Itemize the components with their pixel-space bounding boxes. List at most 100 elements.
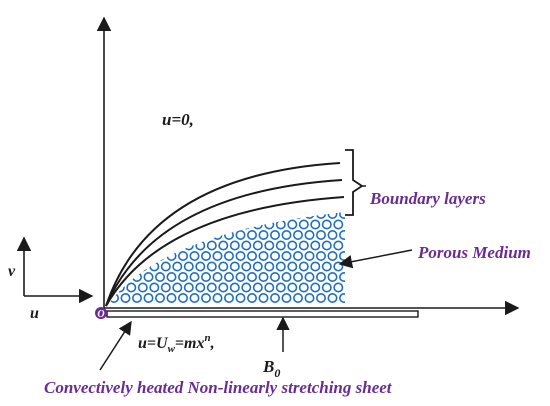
porous-particle xyxy=(269,212,280,220)
porous-particle xyxy=(252,240,263,251)
porous-particle xyxy=(195,240,206,251)
porous-particle xyxy=(229,240,240,251)
porous-particle xyxy=(258,212,269,220)
porous-particle xyxy=(235,251,246,262)
magnetic-field-base: B xyxy=(262,357,274,376)
porous-particle xyxy=(120,212,131,220)
boundary-layers-label: Boundary layers xyxy=(369,189,486,208)
porous-particle xyxy=(281,230,292,241)
porous-particle xyxy=(172,240,183,251)
porous-particle xyxy=(292,212,303,220)
u-zero-label: u=0, xyxy=(162,110,194,129)
wall-velocity-base: u=U xyxy=(138,335,169,352)
porous-particle xyxy=(189,251,200,262)
porous-particle xyxy=(172,282,183,293)
porous-particle xyxy=(183,261,194,272)
porous-particle xyxy=(155,251,166,262)
porous-particle xyxy=(315,292,326,303)
porous-particle xyxy=(149,282,160,293)
porous-particle xyxy=(275,219,286,230)
porous-particle xyxy=(155,212,166,220)
porous-particle xyxy=(109,230,120,241)
wall-velocity-label: u=Uw=mxn, xyxy=(138,332,215,355)
porous-particle xyxy=(229,282,240,293)
porous-particle xyxy=(201,292,212,303)
porous-particle xyxy=(235,271,246,282)
sheet-caption-pointer xyxy=(99,320,132,371)
origin-dot-icon xyxy=(95,307,107,319)
porous-medium-label: Porous Medium xyxy=(417,243,531,262)
porous-particle xyxy=(218,240,229,251)
porous-particle xyxy=(258,230,269,241)
porous-particle xyxy=(247,251,258,262)
porous-particle xyxy=(315,212,326,220)
porous-particle xyxy=(327,212,338,220)
boundary-layer-curve-middle xyxy=(105,179,343,307)
porous-particle xyxy=(195,261,206,272)
porous-particle xyxy=(269,251,280,262)
porous-particle xyxy=(166,271,177,282)
porous-particle xyxy=(333,240,344,251)
sheet-caption: Convectively heated Non-linearly stretch… xyxy=(44,378,393,397)
porous-particle xyxy=(338,230,345,241)
porous-particle xyxy=(315,251,326,262)
porous-particle xyxy=(327,251,338,262)
porous-particle xyxy=(189,292,200,303)
boundary-layer-curve-inner xyxy=(105,196,345,307)
porous-particle xyxy=(212,251,223,262)
porous-particle xyxy=(315,230,326,241)
porous-particle xyxy=(132,230,143,241)
porous-particle xyxy=(178,271,189,282)
porous-particle xyxy=(275,240,286,251)
porous-particle xyxy=(247,230,258,241)
porous-particle xyxy=(143,292,154,303)
porous-particle xyxy=(235,292,246,303)
v-axis-label: v xyxy=(8,263,16,280)
porous-particle xyxy=(304,271,315,282)
porous-particle xyxy=(298,219,309,230)
porous-particle xyxy=(160,261,171,272)
magnetic-field-sub: 0 xyxy=(274,366,280,380)
porous-particle xyxy=(264,261,275,272)
porous-particle xyxy=(155,271,166,282)
porous-particle xyxy=(114,219,125,230)
porous-particle xyxy=(264,240,275,251)
porous-particle xyxy=(281,212,292,220)
porous-particle xyxy=(287,240,298,251)
wall-velocity-mid: =mx xyxy=(175,335,205,352)
porous-medium-particles xyxy=(109,212,345,303)
porous-particle xyxy=(287,219,298,230)
porous-particle xyxy=(229,219,240,230)
porous-particle xyxy=(143,271,154,282)
boundary-layers-brace xyxy=(345,149,364,216)
u-axis-label: u xyxy=(30,305,39,322)
porous-particle xyxy=(218,282,229,293)
porous-particle xyxy=(212,212,223,220)
porous-particle xyxy=(229,261,240,272)
porous-particle xyxy=(287,282,298,293)
porous-particle xyxy=(224,251,235,262)
porous-particle xyxy=(183,219,194,230)
porous-particle xyxy=(155,292,166,303)
porous-particle xyxy=(212,271,223,282)
porous-particle xyxy=(224,271,235,282)
porous-particle xyxy=(310,219,321,230)
porous-particle xyxy=(310,282,321,293)
porous-particle xyxy=(304,251,315,262)
porous-particle xyxy=(321,219,332,230)
porous-particle xyxy=(126,240,137,251)
porous-particle xyxy=(189,271,200,282)
porous-particle xyxy=(241,219,252,230)
porous-particle xyxy=(281,292,292,303)
magnetic-field-label: B0 xyxy=(262,357,280,380)
porous-particle xyxy=(120,230,131,241)
porous-particle xyxy=(338,292,345,303)
porous-particle xyxy=(275,282,286,293)
porous-particle xyxy=(304,230,315,241)
porous-particle xyxy=(160,282,171,293)
origin-label: O xyxy=(97,309,104,320)
porous-particle xyxy=(252,261,263,272)
porous-particle xyxy=(252,219,263,230)
porous-particle xyxy=(206,282,217,293)
porous-particle xyxy=(281,251,292,262)
